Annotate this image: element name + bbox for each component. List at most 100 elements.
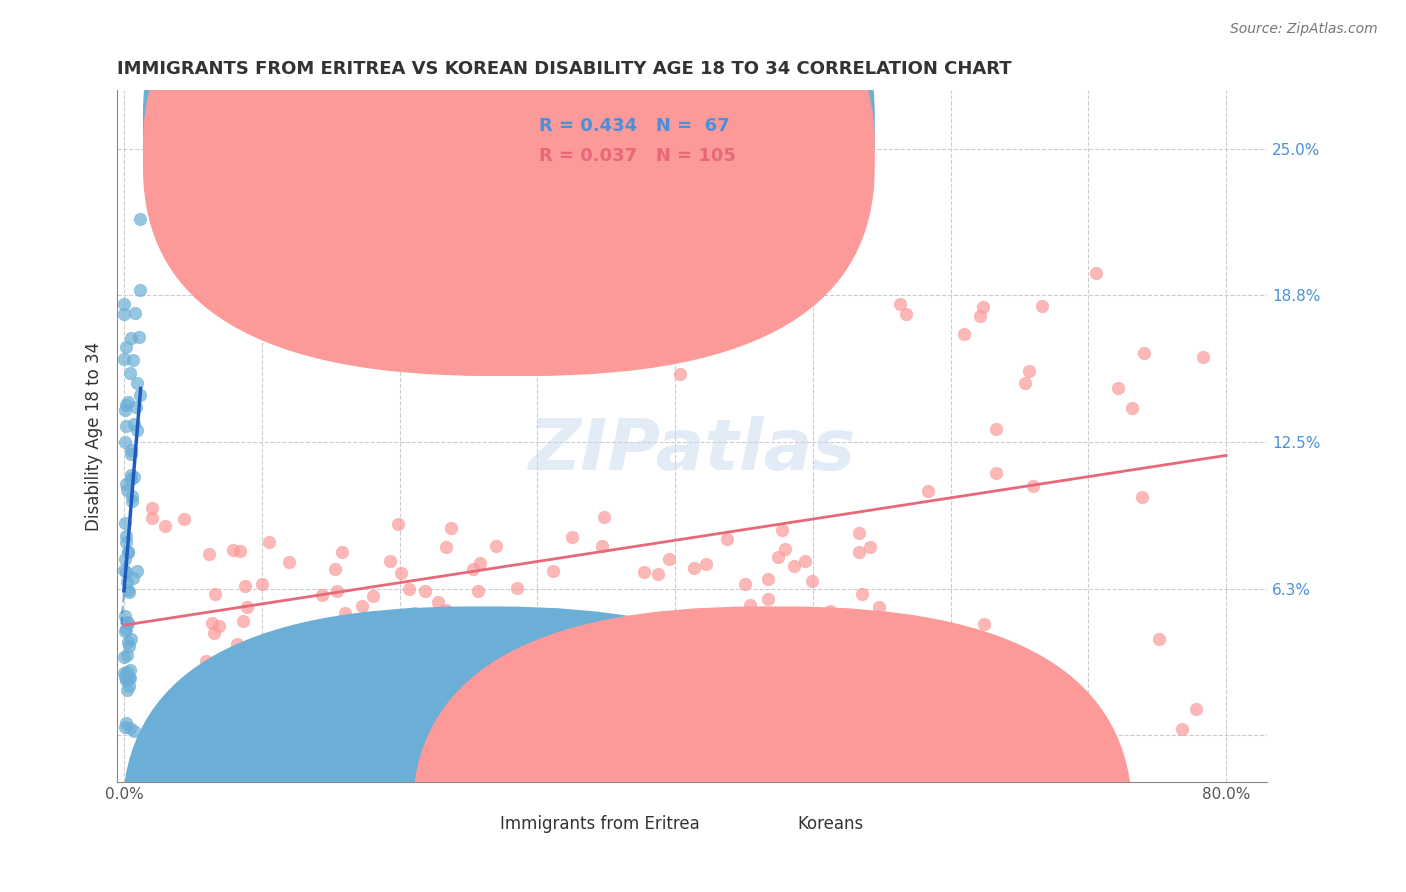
Text: R = 0.037   N = 105: R = 0.037 N = 105 xyxy=(540,147,737,165)
Point xyxy=(114,720,136,734)
Point xyxy=(669,367,692,381)
Text: R = 0.434   N =  67: R = 0.434 N = 67 xyxy=(540,117,730,135)
Point xyxy=(120,447,142,461)
Point xyxy=(124,470,146,484)
Point xyxy=(333,606,356,620)
Point xyxy=(128,329,150,343)
Point xyxy=(561,530,583,544)
Point xyxy=(120,331,142,345)
Point xyxy=(858,540,880,554)
Point xyxy=(793,554,815,568)
Point xyxy=(117,544,139,558)
Point xyxy=(1133,346,1156,360)
Point xyxy=(114,476,136,491)
Point xyxy=(117,395,139,409)
Point xyxy=(783,559,806,574)
Point xyxy=(1121,401,1143,415)
Point xyxy=(239,673,262,688)
Point xyxy=(121,489,143,503)
Point xyxy=(986,467,1008,481)
Point xyxy=(593,510,616,524)
Point xyxy=(1022,479,1045,493)
Point xyxy=(114,624,136,638)
Point xyxy=(122,571,145,585)
Point xyxy=(114,402,136,417)
Point xyxy=(141,501,163,516)
Point xyxy=(756,592,779,607)
Point xyxy=(1107,381,1129,395)
Point xyxy=(124,723,146,738)
Point xyxy=(195,654,218,668)
Point xyxy=(889,297,911,311)
Point xyxy=(818,604,841,618)
FancyBboxPatch shape xyxy=(143,0,875,345)
Point xyxy=(485,539,508,553)
Point xyxy=(969,309,991,323)
Point xyxy=(153,519,176,533)
Point xyxy=(222,542,245,557)
Point xyxy=(591,540,613,554)
Point xyxy=(208,619,231,633)
Point xyxy=(129,283,152,297)
Point xyxy=(117,545,139,559)
Point xyxy=(434,540,457,554)
Point xyxy=(122,417,145,431)
Point xyxy=(1031,299,1053,313)
Text: IMMIGRANTS FROM ERITREA VS KOREAN DISABILITY AGE 18 TO 34 CORRELATION CHART: IMMIGRANTS FROM ERITREA VS KOREAN DISABI… xyxy=(117,60,1012,78)
Point xyxy=(120,472,142,486)
Point xyxy=(1018,364,1040,378)
Point xyxy=(120,442,142,457)
Point xyxy=(1084,266,1107,280)
Point xyxy=(311,588,333,602)
Point xyxy=(319,627,342,641)
Point xyxy=(115,673,138,688)
Point xyxy=(114,535,136,549)
Point xyxy=(453,640,475,654)
Point xyxy=(689,625,711,640)
Point xyxy=(112,666,135,681)
Point xyxy=(118,639,141,653)
Point xyxy=(115,483,138,497)
FancyBboxPatch shape xyxy=(468,97,801,187)
Point xyxy=(378,554,401,568)
Point xyxy=(118,679,141,693)
Point xyxy=(122,353,145,368)
Point xyxy=(259,534,281,549)
Point xyxy=(953,327,976,342)
Point xyxy=(124,306,146,320)
Point xyxy=(1191,350,1213,364)
Point xyxy=(115,615,138,629)
Point xyxy=(114,435,136,450)
Point xyxy=(114,552,136,566)
Point xyxy=(1014,376,1036,390)
Point xyxy=(209,721,232,735)
Point xyxy=(198,548,221,562)
Point xyxy=(389,566,412,581)
Point xyxy=(117,682,139,697)
FancyBboxPatch shape xyxy=(413,607,1132,892)
Point xyxy=(118,663,141,677)
Point xyxy=(201,615,224,630)
Point xyxy=(250,576,273,591)
Point xyxy=(352,599,374,614)
Point xyxy=(204,587,226,601)
Point xyxy=(1130,490,1153,504)
Point xyxy=(404,606,426,620)
Point xyxy=(470,556,492,570)
Point xyxy=(115,665,138,679)
Point xyxy=(541,564,564,578)
Point xyxy=(716,532,738,546)
Point xyxy=(117,583,139,598)
Point xyxy=(226,637,249,651)
Point xyxy=(305,680,328,694)
Point xyxy=(785,667,807,681)
Point xyxy=(114,563,136,577)
Point xyxy=(766,550,789,565)
Point xyxy=(330,545,353,559)
Y-axis label: Disability Age 18 to 34: Disability Age 18 to 34 xyxy=(86,342,103,531)
Point xyxy=(633,565,655,579)
Point xyxy=(361,589,384,603)
Point xyxy=(463,562,485,576)
Point xyxy=(120,671,142,685)
Point xyxy=(695,558,717,572)
